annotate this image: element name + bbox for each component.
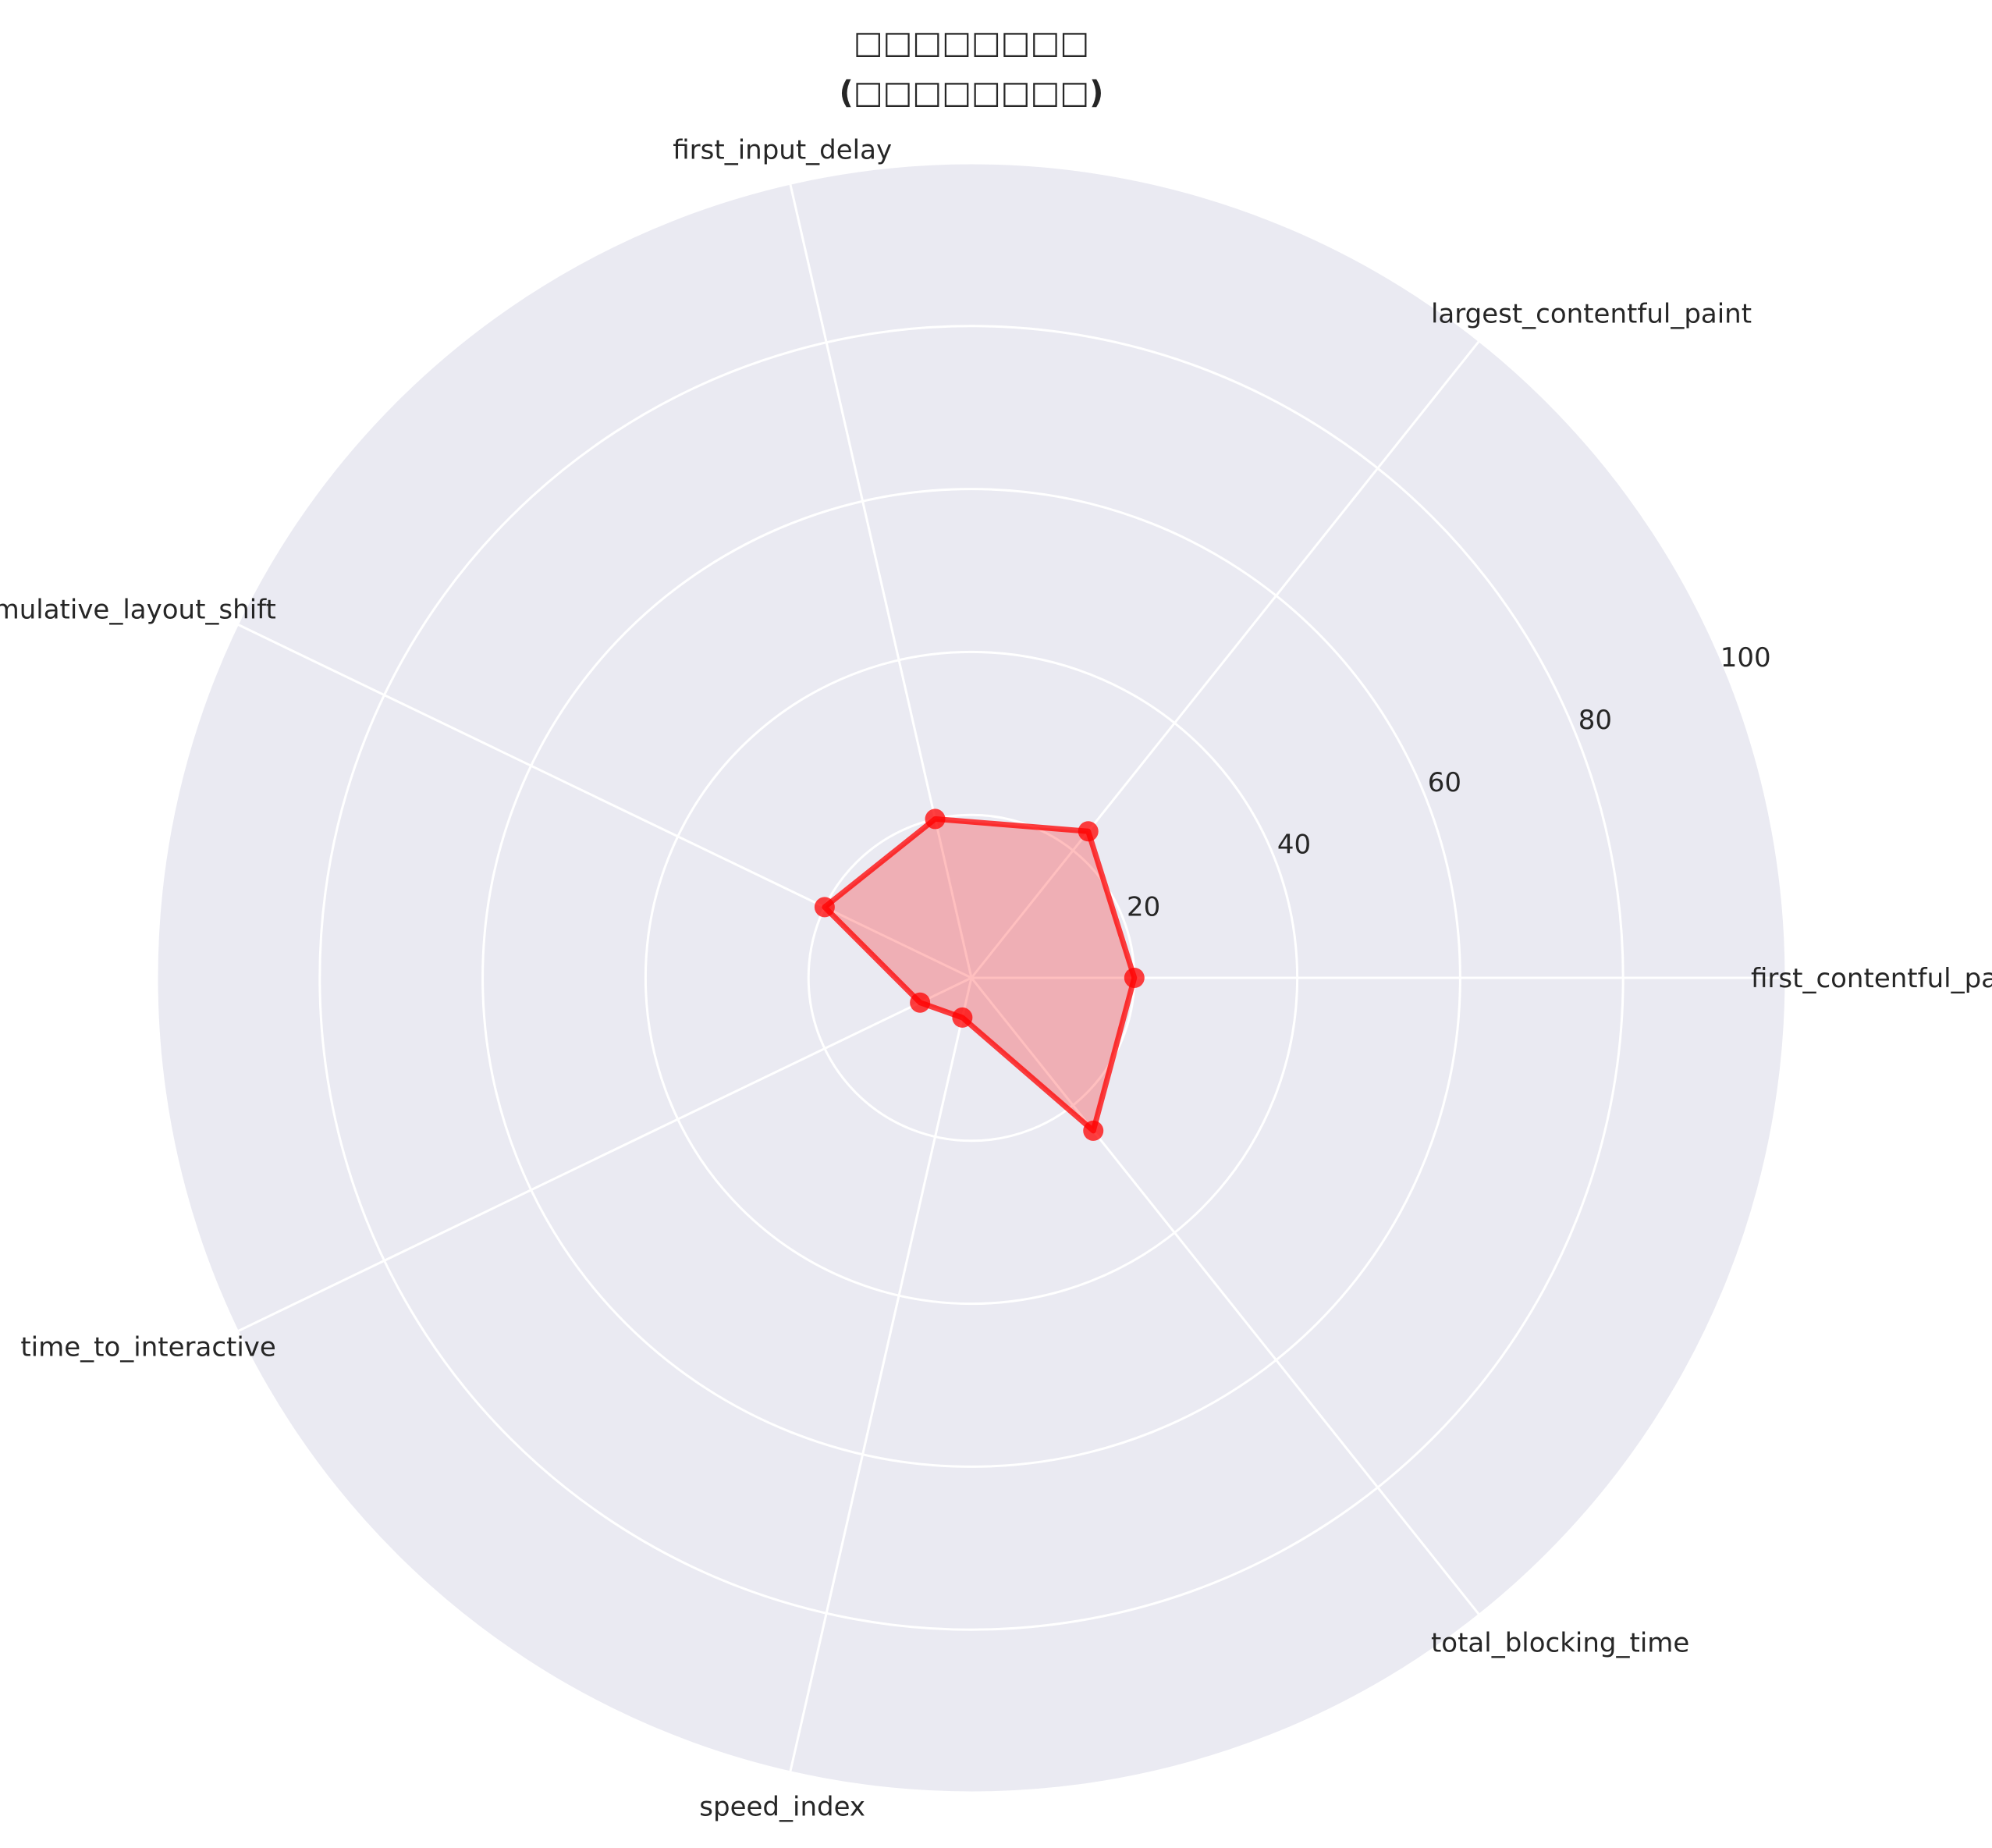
data-point-cumulative_layout_shift [814,897,835,918]
spoke-time_to_interactive [236,976,972,1333]
category-label-speed_index: speed_index [699,1792,865,1823]
data-point-total_blocking_time [1083,1120,1104,1141]
data-point-first_contentful_paint [1124,968,1145,988]
tick-label-80: 80 [1578,705,1612,736]
tick-label-20: 20 [1127,892,1160,923]
category-label-first_input_delay: first_input_delay [673,134,892,165]
spoke-total_blocking_time [970,977,1481,1616]
spoke-first_input_delay [789,183,973,979]
radial-tick-labels: 20 40 60 80 100 [1127,642,1771,923]
category-label-cumulative_layout_shift: cumulative_layout_shift [0,595,276,626]
category-label-largest_contentful_paint: largest_contentful_paint [1431,299,1752,330]
series-layer [814,808,1145,1141]
tick-label-40: 40 [1277,830,1311,861]
chart-title-line-1: □□□□□□□□ [854,25,1089,61]
tick-label-60: 60 [1428,767,1461,798]
data-point-time_to_interactive [910,992,931,1013]
spoke-speed_index [789,977,973,1773]
category-label-first_contentful_paint: first_contentful_paint [1751,963,1992,994]
data-point-largest_contentful_paint [1078,821,1099,842]
series-line-0 [822,816,1138,1134]
spoke-cumulative_layout_shift [236,623,972,979]
category-label-total_blocking_time: total_blocking_time [1431,1627,1689,1658]
data-point-speed_index [952,1007,973,1028]
category-label-time_to_interactive: time_to_interactive [20,1331,276,1363]
tick-label-100: 100 [1720,642,1771,673]
chart-title-line-2: (□□□□□□□□) [840,75,1104,111]
series-area-0 [824,819,1134,1131]
spoke-largest_contentful_paint [970,339,1481,979]
data-point-first_input_delay [925,808,946,830]
grid-spokes [236,183,1786,1773]
category-labels: first_contentful_paint largest_contentful… [0,134,1992,1822]
